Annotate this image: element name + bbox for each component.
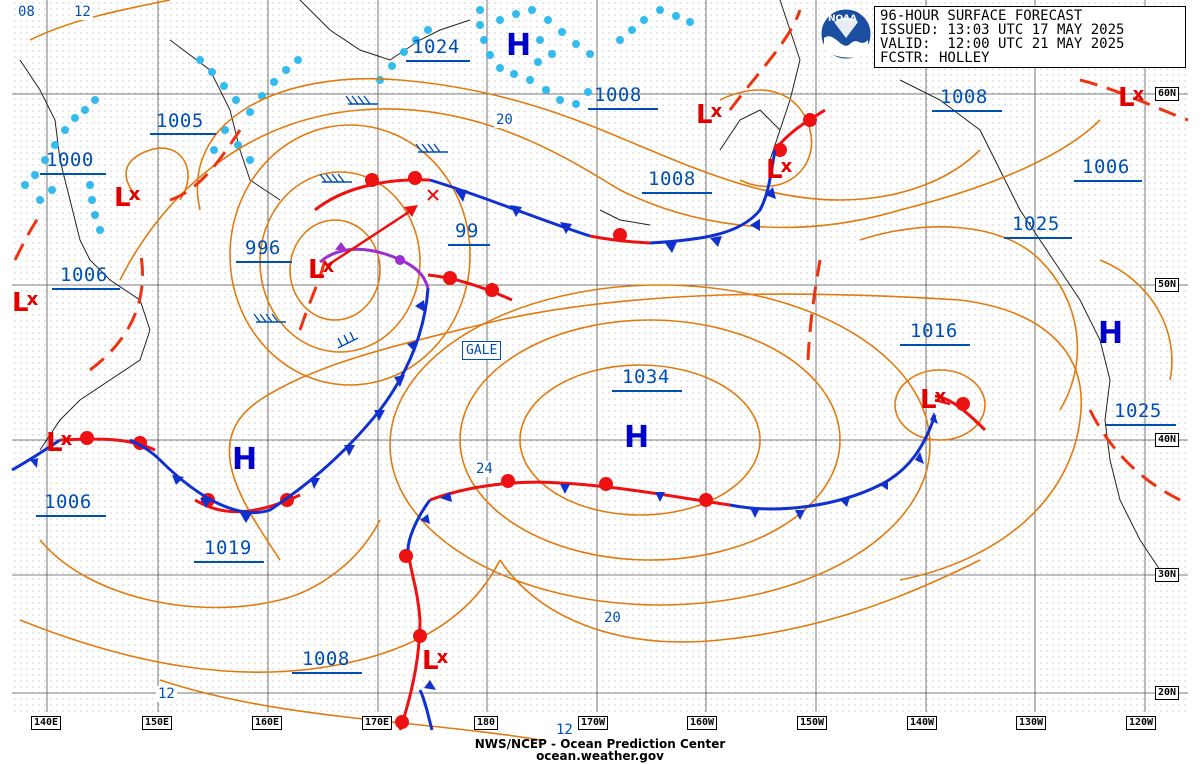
pressure-label-1008: 1008 [302, 648, 350, 670]
longitude-label: 140E [31, 716, 62, 730]
isobar-value-label: 12 [554, 722, 575, 738]
latitude-label: 50N [1155, 278, 1180, 292]
sea-ice [21, 6, 694, 234]
forecast-info-box: 96-HOUR SURFACE FORECAST ISSUED: 13:03 U… [874, 6, 1186, 68]
pressure-label-1006: 1006 [1082, 156, 1130, 178]
pressure-underline [292, 672, 362, 674]
low-pressure-center: Lx [114, 183, 141, 213]
forecast-title: 96-HOUR SURFACE FORECAST [880, 8, 1083, 24]
pressure-underline [642, 192, 712, 194]
storm-tracks [327, 206, 951, 406]
noaa-logo-icon [820, 8, 872, 60]
pressure-underline [448, 244, 490, 246]
latitude-label: 20N [1155, 686, 1180, 700]
high-pressure-center: H [624, 420, 650, 455]
pressure-underline [52, 288, 120, 290]
pressure-label-996: 996 [245, 237, 281, 259]
low-pressure-center: Lx [308, 255, 335, 285]
longitude-label: 170W [578, 716, 609, 730]
pressure-underline [40, 173, 106, 175]
pressure-label-1008: 1008 [940, 86, 988, 108]
isobars [19, 0, 1173, 741]
track-arrowhead [404, 205, 418, 217]
low-pressure-center: Lx [696, 100, 723, 130]
pressure-underline [1004, 237, 1072, 239]
low-pressure-center: Lx [920, 385, 947, 415]
gale-warning-label: GALE [462, 341, 502, 360]
high-pressure-center: H [232, 442, 258, 477]
latitude-label: 40N [1155, 433, 1180, 447]
pressure-underline [588, 108, 658, 110]
troughs [13, 9, 1189, 502]
isobar-value-label: 24 [474, 461, 495, 477]
forecaster: FCSTR: HOLLEY [880, 50, 990, 66]
pressure-underline [900, 344, 970, 346]
ocean-background [12, 0, 1188, 712]
pressure-label-1006: 1006 [44, 491, 92, 513]
low-pressure-center: Lx [1118, 83, 1145, 113]
longitude-label: 150E [142, 716, 173, 730]
low-pressure-center: Lx [46, 428, 73, 458]
low-pressure-center: Lx [766, 155, 793, 185]
isobar-value-label: 08 [16, 4, 37, 20]
low-pressure-center: Lx [12, 288, 39, 318]
latitude-label: 60N [1155, 87, 1180, 101]
pressure-underline [1106, 424, 1176, 426]
pressure-label-1016: 1016 [910, 320, 958, 342]
issued-time: ISSUED: 13:03 UTC 17 MAY 2025 [880, 22, 1125, 38]
footer-website: ocean.weather.gov [536, 749, 664, 763]
pressure-label-1025: 1025 [1012, 213, 1060, 235]
pressure-label-1008: 1008 [594, 84, 642, 106]
future-position-x [427, 189, 439, 201]
longitude-label: 120W [1126, 716, 1157, 730]
longitude-label: 150W [797, 716, 828, 730]
footer-organization: NWS/NCEP - Ocean Prediction Center [474, 737, 726, 751]
pressure-label-1006: 1006 [60, 264, 108, 286]
pressure-underline [236, 261, 292, 263]
longitude-label: 130W [1016, 716, 1047, 730]
isobar-value-label: 20 [602, 610, 623, 626]
pressure-underline [612, 390, 682, 392]
cold-fronts [11, 149, 937, 731]
pressure-underline [1074, 180, 1142, 182]
pressure-label-1005: 1005 [156, 110, 204, 132]
longitude-label: 180 [474, 716, 499, 730]
pressure-underline [932, 110, 1002, 112]
pressure-label-1025: 1025 [1114, 400, 1162, 422]
valid-time: VALID: 12:00 UTC 21 MAY 2025 [880, 36, 1125, 52]
occluded-front [319, 242, 430, 289]
high-pressure-center: H [1098, 316, 1124, 351]
longitude-label: 160W [687, 716, 718, 730]
pressure-underline [406, 60, 470, 62]
pressure-label-1008: 1008 [648, 168, 696, 190]
pressure-underline [194, 561, 264, 563]
pressure-label-1019: 1019 [204, 537, 252, 559]
isobar-value-label: 12 [156, 686, 177, 702]
longitude-label: 160E [252, 716, 283, 730]
pressure-label-1034: 1034 [622, 366, 670, 388]
longitude-label: 140W [907, 716, 938, 730]
coastlines [19, 0, 1161, 571]
pressure-underline [150, 133, 216, 135]
pressure-label-99: 99 [455, 220, 479, 242]
cold-front-spikes [30, 187, 938, 690]
wind-barbs [253, 95, 448, 349]
pressure-label-1000: 1000 [46, 149, 94, 171]
isobar-value-label: 12 [72, 4, 93, 20]
low-pressure-center: Lx [422, 646, 449, 676]
longitude-label: 170E [362, 716, 393, 730]
pressure-label-1024: 1024 [412, 36, 460, 58]
high-pressure-center: H [506, 28, 532, 63]
pressure-underline [36, 515, 106, 517]
latitude-label: 30N [1155, 568, 1180, 582]
noaa-logo-text: NOAA [828, 14, 857, 24]
isobar-value-label: 20 [494, 112, 515, 128]
